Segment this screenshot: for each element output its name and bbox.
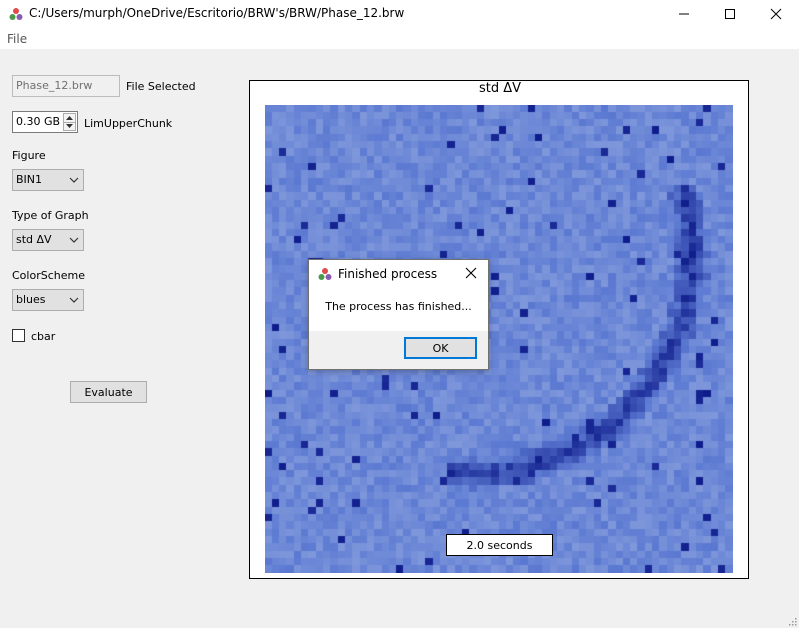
minimize-icon bbox=[679, 13, 689, 15]
graph-type-label: Type of Graph bbox=[12, 209, 89, 222]
figure-select[interactable]: BIN1 bbox=[12, 169, 84, 191]
plot-frame: std ΔV 2.0 seconds bbox=[249, 80, 749, 579]
dialog-message: The process has finished... bbox=[325, 300, 472, 313]
close-icon bbox=[770, 8, 782, 20]
figure-label: Figure bbox=[12, 149, 46, 162]
figure-select-value: BIN1 bbox=[16, 173, 43, 186]
evaluate-button[interactable]: Evaluate bbox=[70, 381, 147, 403]
color-scheme-label: ColorScheme bbox=[12, 269, 85, 282]
finished-dialog: Finished process The process has finishe… bbox=[308, 259, 489, 370]
graph-type-select[interactable]: std ΔV bbox=[12, 229, 84, 251]
spin-up-button[interactable] bbox=[64, 114, 75, 123]
dialog-title: Finished process bbox=[338, 267, 438, 281]
dialog-body: The process has finished... bbox=[309, 288, 488, 331]
chunk-label: LimUpperChunk bbox=[84, 117, 173, 130]
file-selected-field[interactable]: Phase_12.brw bbox=[12, 75, 120, 97]
minimize-button[interactable] bbox=[661, 0, 707, 28]
spin-down-icon bbox=[66, 124, 73, 128]
chevron-down-icon bbox=[69, 237, 79, 243]
close-icon[interactable] bbox=[464, 266, 478, 280]
chevron-down-icon bbox=[69, 177, 79, 183]
title-bar: C:/Users/murph/OneDrive/Escritorio/BRW's… bbox=[0, 0, 799, 28]
chevron-down-icon bbox=[69, 297, 79, 303]
dialog-titlebar: Finished process bbox=[309, 260, 488, 288]
maximize-button[interactable] bbox=[707, 0, 753, 28]
close-button[interactable] bbox=[753, 0, 799, 28]
spin-up-icon bbox=[66, 116, 73, 120]
file-selected-label: File Selected bbox=[126, 80, 196, 93]
plot-title: std ΔV bbox=[478, 81, 522, 96]
color-scheme-select[interactable]: blues bbox=[12, 289, 84, 311]
chunk-value: 0.30 GB bbox=[16, 115, 61, 128]
graph-type-select-value: std ΔV bbox=[16, 233, 52, 246]
chunk-spinbox[interactable]: 0.30 GB bbox=[12, 111, 78, 133]
time-label: 2.0 seconds bbox=[446, 534, 553, 556]
window-title: C:/Users/murph/OneDrive/Escritorio/BRW's… bbox=[29, 6, 405, 20]
menu-bar: File bbox=[0, 28, 799, 49]
spin-buttons bbox=[63, 113, 76, 131]
app-dots-icon bbox=[318, 268, 332, 280]
menu-file[interactable]: File bbox=[7, 32, 28, 46]
cbar-checkbox[interactable] bbox=[12, 329, 25, 342]
ok-button[interactable]: OK bbox=[404, 337, 477, 359]
app-dots-icon bbox=[9, 8, 23, 20]
maximize-icon bbox=[725, 9, 735, 19]
spin-down-button[interactable] bbox=[64, 122, 75, 130]
cbar-label: cbar bbox=[31, 330, 56, 343]
color-scheme-select-value: blues bbox=[16, 293, 46, 306]
resize-grip-icon[interactable] bbox=[787, 616, 797, 626]
